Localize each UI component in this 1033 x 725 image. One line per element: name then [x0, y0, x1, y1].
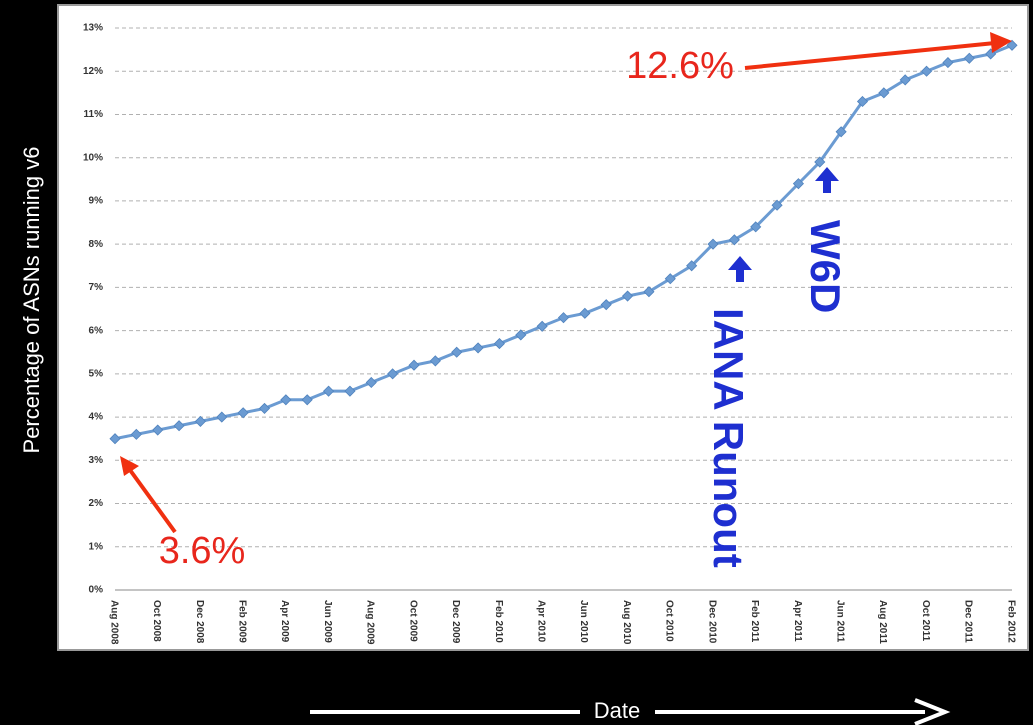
data-point	[985, 48, 997, 60]
data-point	[942, 57, 954, 69]
x-tick-label: Jun 2010	[578, 600, 589, 643]
y-tick-label: 8%	[89, 239, 104, 250]
x-tick-label: Aug 2008	[108, 600, 119, 645]
annotation-arrow	[728, 256, 752, 282]
y-tick-label: 11%	[84, 109, 104, 120]
x-tick-label: Apr 2010	[536, 600, 547, 643]
data-point	[792, 178, 804, 190]
x-tick-label: Jun 2009	[322, 600, 333, 643]
data-point	[557, 312, 570, 324]
annotation-arrow	[815, 167, 839, 193]
data-point	[429, 355, 441, 367]
data-point	[600, 299, 612, 311]
x-tick-label: Oct 2008	[151, 600, 162, 642]
y-tick-label: 6%	[89, 325, 104, 336]
x-tick-label: Aug 2010	[621, 600, 632, 645]
x-tick-label: Feb 2010	[493, 600, 504, 643]
y-tick-label: 7%	[89, 282, 104, 293]
x-tick-label: Oct 2011	[920, 600, 931, 642]
data-point	[344, 385, 356, 397]
data-point	[771, 199, 783, 211]
x-tick-label: Feb 2009	[237, 600, 248, 643]
data-point	[237, 407, 249, 419]
annotation: W6D	[802, 220, 849, 313]
annotation-arrow	[128, 468, 177, 534]
data-point	[152, 424, 164, 436]
data-point	[643, 286, 655, 298]
data-point	[451, 346, 463, 358]
y-tick-label: 3%	[89, 455, 104, 466]
data-point	[387, 368, 399, 380]
data-point	[921, 65, 933, 77]
data-point	[323, 385, 335, 397]
data-point	[280, 394, 292, 406]
x-tick-label: Dec 2010	[706, 600, 717, 644]
x-tick-label: Dec 2009	[450, 600, 461, 644]
data-point	[963, 52, 975, 64]
data-point	[835, 126, 847, 138]
data-point	[686, 260, 698, 272]
y-tick-label: 2%	[89, 498, 104, 509]
x-tick-label: Apr 2011	[792, 600, 803, 642]
data-point	[878, 87, 890, 99]
y-tick-label: 13%	[83, 23, 103, 34]
annotation-arrow-head	[990, 32, 1012, 53]
x-tick-label: Dec 2008	[194, 600, 205, 644]
data-point	[750, 221, 762, 233]
y-tick-label: 10%	[83, 152, 103, 163]
date-arrow-head	[914, 698, 951, 725]
data-point	[728, 234, 740, 246]
x-tick-label: Oct 2010	[664, 600, 675, 642]
data-point	[173, 420, 185, 432]
data-point	[472, 342, 484, 354]
annotation-arrow	[744, 41, 996, 70]
y-tick-label: 0%	[89, 585, 104, 596]
annotation: IANA Runout	[705, 308, 752, 568]
y-tick-label: 1%	[89, 541, 104, 552]
data-point	[365, 376, 377, 389]
data-point	[899, 74, 911, 86]
y-tick-label: 5%	[89, 368, 104, 379]
x-tick-label: Dec 2011	[963, 600, 974, 643]
x-tick-label: Apr 2009	[279, 600, 290, 643]
data-point	[536, 320, 548, 332]
data-point	[579, 307, 591, 319]
plot-area: 0% 1% 2% 3% 4% 5% 6% 7% 8% 9% 10% 11% 12% 13% Aug 2008…	[83, 23, 1018, 645]
y-tick-label: 12%	[83, 66, 103, 77]
x-tick-label: Feb 2011	[749, 600, 760, 643]
data-point	[622, 290, 634, 302]
data-point	[1006, 39, 1018, 51]
x-tick-label: Aug 2009	[365, 600, 376, 645]
data-point	[493, 338, 505, 350]
data-point	[664, 273, 676, 285]
x-tick-label: Oct 2009	[407, 600, 418, 642]
data-point	[301, 394, 313, 406]
data-point	[216, 411, 228, 423]
data-point	[408, 359, 420, 371]
data-point	[814, 156, 826, 168]
y-tick-label: 4%	[89, 412, 104, 423]
data-point	[130, 428, 142, 440]
data-point	[194, 415, 206, 427]
data-point	[258, 402, 271, 414]
annotation: 12.6%	[626, 45, 734, 87]
x-tick-label: Jun 2011	[835, 600, 846, 643]
x-axis-label: Date	[594, 698, 640, 723]
y-axis-label: Percentage of ASNs running v6	[19, 147, 44, 454]
data-point	[515, 329, 527, 341]
data-point	[109, 433, 121, 445]
data-point	[707, 238, 719, 250]
x-tick-label: Aug 2011	[877, 600, 888, 644]
annotation-arrow-head	[120, 456, 139, 476]
annotation: 3.6%	[159, 530, 246, 572]
data-point	[856, 95, 869, 108]
x-tick-label: Feb 2012	[1005, 600, 1016, 643]
y-tick-label: 9%	[89, 196, 104, 207]
